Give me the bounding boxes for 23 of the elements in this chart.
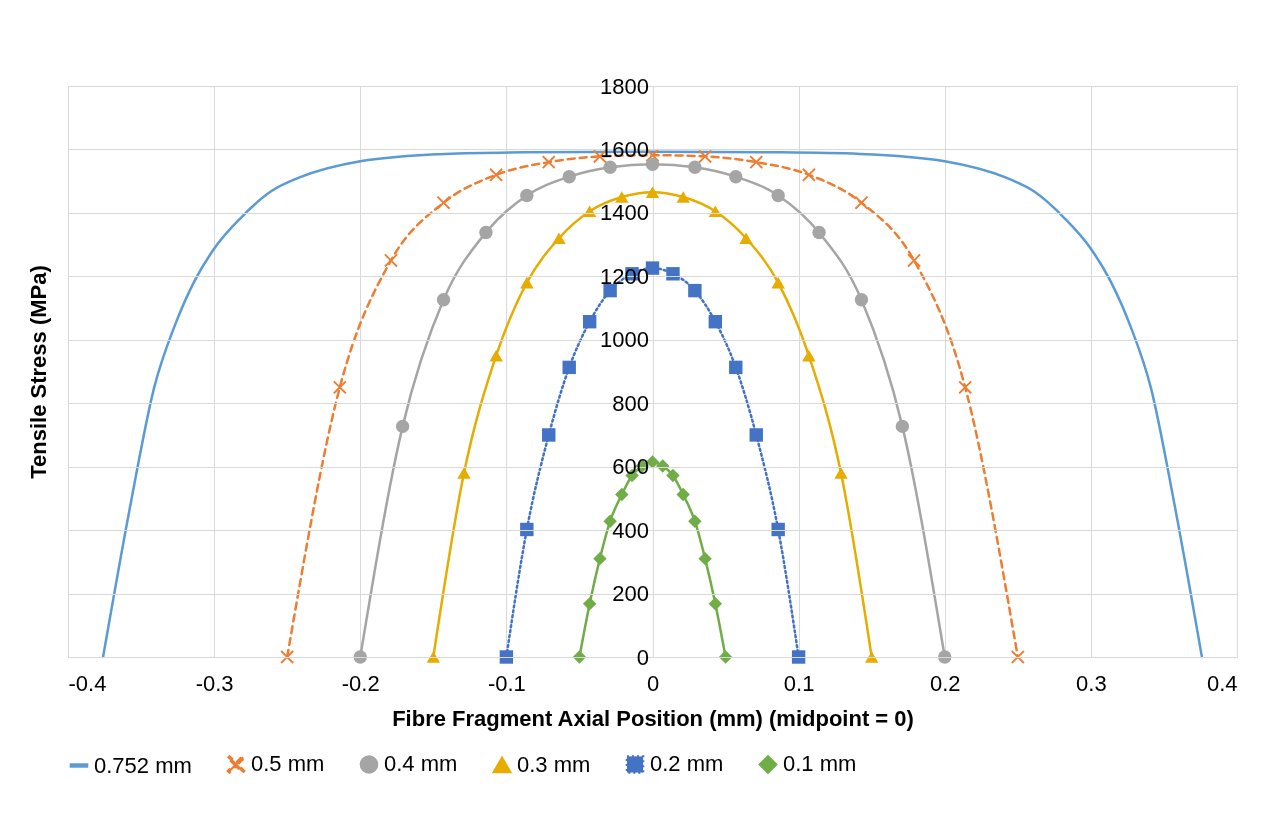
legend-label: 0.2 mm xyxy=(650,751,724,777)
legend-label: 0.4 mm xyxy=(384,751,458,777)
y-tick-label: 1800 xyxy=(600,73,649,99)
y-tick-label: 200 xyxy=(612,581,649,607)
legend-label: 0.3 mm xyxy=(517,752,591,778)
x-tick-label: 0.2 xyxy=(929,670,961,696)
x-tick-label: 0.3 xyxy=(1076,670,1107,696)
x-tick-label: 0.4 xyxy=(1206,670,1238,696)
x-axis-title: Fibre Fragment Axial Position (mm) (midpoint = 0) xyxy=(392,705,914,731)
y-axis-title: Tensile Stress (MPa) xyxy=(25,265,51,479)
x-tick-label: -0.2 xyxy=(341,670,380,696)
y-tick-label: 1000 xyxy=(600,327,649,353)
legend-label: 0.1 mm xyxy=(783,751,857,777)
y-tick-label: 1400 xyxy=(600,200,649,226)
legend-label: 0.752 mm xyxy=(94,752,192,778)
x-tick-label: -0.4 xyxy=(68,670,107,696)
y-tick-label: 400 xyxy=(612,517,649,543)
x-tick-label: -0.3 xyxy=(195,670,234,696)
x-tick-label: 0.1 xyxy=(783,670,815,696)
legend-label: 0.5 mm xyxy=(251,751,325,777)
x-tick-label: -0.1 xyxy=(487,670,526,696)
y-tick-label: 0 xyxy=(636,644,649,670)
y-tick-label: 800 xyxy=(612,390,649,416)
